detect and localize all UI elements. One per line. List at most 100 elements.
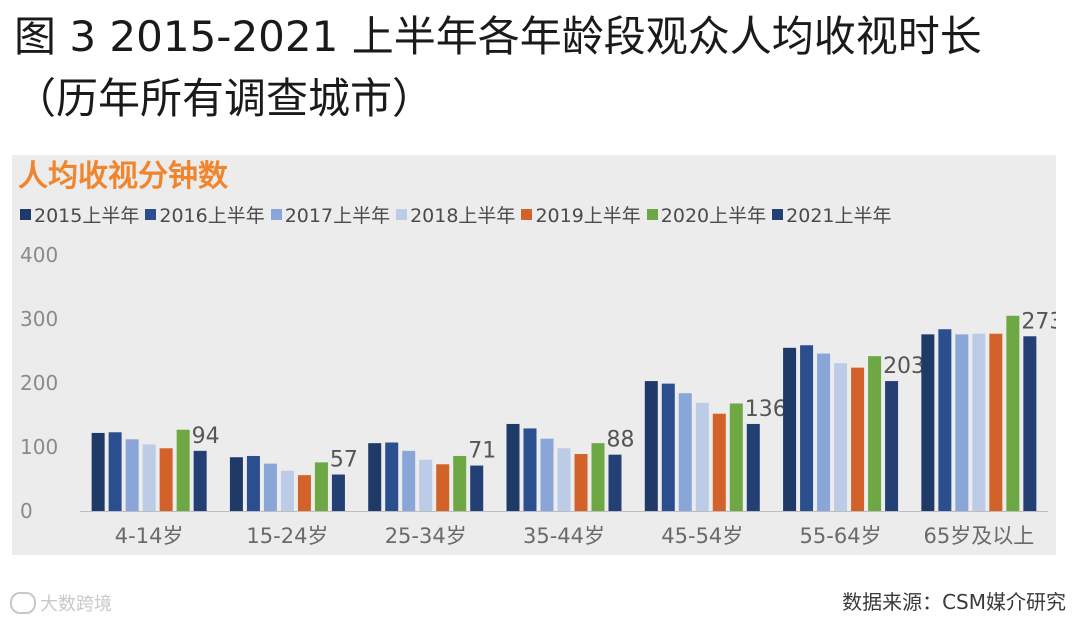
data-label: 136 xyxy=(745,397,787,422)
legend-label: 2016上半年 xyxy=(159,204,265,227)
y-tick-label: 300 xyxy=(20,307,58,331)
data-label: 273 xyxy=(1021,309,1056,334)
bar xyxy=(800,345,814,511)
y-tick-label: 400 xyxy=(20,243,58,267)
bar xyxy=(644,381,658,511)
bar xyxy=(661,383,675,511)
bar xyxy=(851,367,865,511)
legend-item: 2021上半年 xyxy=(772,201,892,228)
legend-item: 2020上半年 xyxy=(646,201,767,228)
legend-swatch xyxy=(270,208,282,220)
bar xyxy=(229,457,243,511)
figure-title-line1: 图 3 2015-2021 上半年各年龄段观众人均收视时长 xyxy=(14,12,982,61)
legend-item: 2016上半年 xyxy=(145,201,265,228)
watermark-text: 大数跨境 xyxy=(40,594,112,615)
x-tick-label: 35-44岁 xyxy=(523,524,605,548)
bar xyxy=(746,423,760,511)
bar xyxy=(246,455,260,511)
bar xyxy=(868,356,882,511)
legend-item: 2015上半年 xyxy=(20,201,139,228)
bar xyxy=(419,459,433,511)
bar xyxy=(1006,315,1020,511)
watermark-logo-icon xyxy=(10,592,36,614)
bar xyxy=(470,465,484,511)
bar xyxy=(557,448,571,511)
bar xyxy=(368,443,382,511)
watermark: 大数跨境 xyxy=(10,590,112,616)
bar xyxy=(695,402,709,511)
bar xyxy=(385,442,399,511)
bar xyxy=(125,439,139,511)
source-note: 数据来源：CSM媒介研究 xyxy=(842,590,1066,614)
bar xyxy=(712,413,726,511)
bar xyxy=(453,455,467,511)
chart-panel: 0 100 200 300 400 94 4-14岁 57 15-24岁 71 25-34岁 88 35… xyxy=(12,155,1056,555)
x-tick-label: 55-64岁 xyxy=(800,524,882,548)
bar xyxy=(608,454,622,511)
bar xyxy=(955,334,969,511)
y-tick-label: 0 xyxy=(20,499,33,523)
legend-item: 2018上半年 xyxy=(396,201,515,228)
legend-item: 2017上半年 xyxy=(270,201,391,228)
legend-label: 2018上半年 xyxy=(410,204,516,227)
bar xyxy=(314,462,328,511)
data-label: 88 xyxy=(607,428,635,453)
bar xyxy=(436,464,450,511)
bar xyxy=(176,429,190,511)
figure-title-line2: （历年所有调查城市） xyxy=(14,74,435,123)
bar xyxy=(885,381,899,511)
x-tick-label: 25-34岁 xyxy=(385,524,467,548)
y-tick-label: 200 xyxy=(20,371,58,395)
bar xyxy=(91,432,105,511)
bar xyxy=(574,454,588,511)
x-tick-label: 4-14岁 xyxy=(115,524,184,548)
bar xyxy=(142,444,156,511)
x-tick-label: 45-54岁 xyxy=(661,524,743,548)
bar xyxy=(817,353,831,511)
bar xyxy=(972,333,986,511)
bar xyxy=(402,450,416,511)
bar xyxy=(591,443,605,511)
bar xyxy=(729,403,743,511)
bar xyxy=(263,463,277,511)
legend-swatch xyxy=(396,208,408,220)
bar xyxy=(193,450,207,511)
bar xyxy=(523,428,537,511)
bar xyxy=(297,475,311,511)
data-label: 57 xyxy=(330,448,358,473)
bar xyxy=(159,448,173,511)
legend-label: 2020上半年 xyxy=(660,204,767,227)
bar xyxy=(280,470,294,511)
legend-swatch xyxy=(521,208,533,220)
legend-swatch xyxy=(145,208,157,220)
chart-title: 人均收视分钟数 xyxy=(18,159,228,194)
bar xyxy=(921,334,935,511)
data-label: 71 xyxy=(468,439,496,464)
chart-legend: 2015上半年 2016上半年 2017上半年 2018上半年 2019上半年 2020上… xyxy=(20,201,1052,227)
bar xyxy=(989,333,1003,511)
x-tick-label: 65岁及以上 xyxy=(923,524,1034,548)
bar xyxy=(540,438,554,511)
legend-swatch xyxy=(20,208,31,220)
legend-item: 2019上半年 xyxy=(521,201,641,228)
bar xyxy=(678,393,692,511)
figure-title: 图 3 2015-2021 上半年各年龄段观众人均收视时长 （历年所有调查城市） xyxy=(14,6,982,130)
y-tick-label: 100 xyxy=(20,435,58,459)
legend-swatch xyxy=(646,208,658,220)
legend-label: 2019上半年 xyxy=(535,204,641,227)
bar xyxy=(506,423,520,511)
bar xyxy=(108,432,122,511)
bar xyxy=(1023,336,1037,511)
bar-chart: 0 100 200 300 400 94 4-14岁 57 15-24岁 71 25-34岁 88 35… xyxy=(20,243,1056,548)
legend-swatch xyxy=(772,208,784,220)
bar xyxy=(938,329,952,511)
legend-label: 2021上半年 xyxy=(786,204,892,227)
legend-label: 2017上半年 xyxy=(284,204,391,227)
x-tick-label: 15-24岁 xyxy=(246,524,328,548)
bar xyxy=(783,347,797,511)
legend-label: 2015上半年 xyxy=(34,204,140,227)
data-label: 94 xyxy=(192,424,220,449)
data-label: 203 xyxy=(883,354,925,379)
bar xyxy=(834,363,848,511)
bar xyxy=(331,474,345,511)
